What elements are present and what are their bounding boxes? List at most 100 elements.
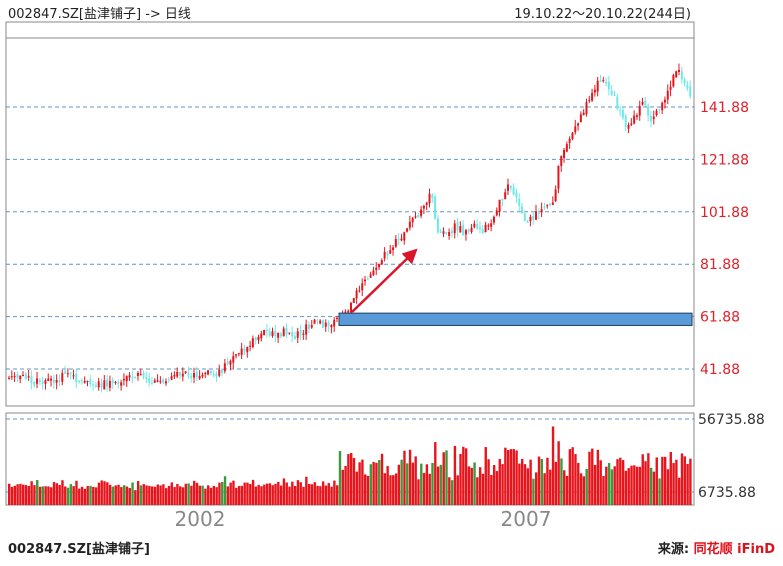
candle [33,381,36,388]
candle [571,131,574,141]
candle-body [434,196,437,219]
candle-body [321,319,324,328]
candle-body [153,380,156,383]
candle [139,368,142,376]
volume-bar [352,458,356,505]
candle [106,374,109,392]
candle [330,324,333,334]
volume-bar [103,481,106,505]
volume-bar [333,480,336,505]
candle [16,371,19,383]
candle-body [187,373,190,376]
candle [187,366,190,380]
candle [644,96,647,107]
volume-bar [335,485,339,505]
candle [251,335,254,349]
candle-body [476,224,479,229]
volume-bar [593,464,597,505]
volume-bar [38,486,42,505]
volume-bar [470,467,473,505]
candle [268,327,271,337]
candle-body [106,379,109,387]
candle-body [159,381,162,383]
candle [41,376,44,390]
volume-bar [30,481,33,505]
volume-bar [111,486,115,505]
price-panel-frame [5,21,695,407]
candle-body [669,86,672,90]
candle-body [265,329,268,332]
candle [456,217,459,237]
candle [218,364,221,378]
candle-body [392,247,395,251]
volume-bar [327,483,330,505]
volume-bar [599,460,602,505]
candle [484,221,487,233]
candle-body [257,337,260,341]
volume-bar [560,458,563,505]
candle-body [218,369,221,376]
candle-body [661,102,664,111]
candle [212,370,215,378]
candle [669,80,672,97]
candle-body [386,252,389,256]
volume-bar [450,480,454,505]
candle [498,199,501,217]
volume-bar [249,484,252,505]
candle-body [27,376,30,378]
candle-body [324,322,327,327]
candle [159,376,162,384]
volume-bar [425,464,429,505]
candle-body [201,374,204,377]
volume-bar [86,485,89,505]
candle [176,367,179,379]
candle [504,188,507,200]
volume-bar [66,487,70,505]
candle-body [319,320,322,324]
volume-bar [19,483,22,505]
candle-body [19,375,22,380]
volume-bar [436,466,440,505]
candle [386,250,389,260]
candle-body [89,379,92,385]
candle-body [630,123,633,126]
volume-bar [515,450,518,505]
x-tick-label: 2007 [501,507,552,531]
volume-bar [478,467,482,505]
candle [411,216,414,228]
candle-body [80,380,83,382]
volume-bar [386,466,389,505]
candle [588,95,591,104]
candle-body [364,279,367,282]
volume-bar [633,465,636,505]
candle-body [523,213,526,221]
volume-bar [383,473,387,505]
volume-bar [10,486,14,505]
candle-body [240,348,243,355]
volume-bar [428,473,431,505]
candle-body [305,324,308,335]
candle [473,220,476,229]
candle-body [633,115,636,124]
volume-bar [434,442,437,505]
volume-bar [195,482,199,505]
candle [50,375,53,387]
candle [439,228,442,234]
candle [265,323,268,338]
candle-body [355,290,358,299]
volume-bar [621,460,625,505]
candle [142,370,145,380]
volume-bar [136,481,140,505]
candle [335,315,338,323]
candle [445,232,448,235]
candle [167,377,170,383]
volume-bar [260,486,263,505]
volume-bar [128,487,131,505]
candle [672,73,675,88]
candle-body [543,207,546,209]
candle-body [613,94,616,96]
source-brand: 同花顺 iFinD [693,542,775,557]
candle [229,359,232,371]
volume-bar [179,486,182,505]
candle-body [13,376,16,378]
